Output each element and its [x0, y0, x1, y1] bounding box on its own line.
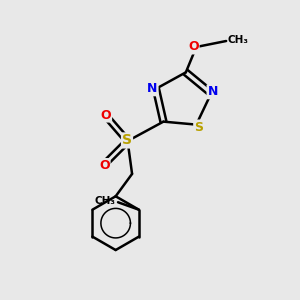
- Text: CH₃: CH₃: [228, 35, 249, 45]
- Text: O: O: [188, 40, 199, 53]
- Text: S: S: [194, 121, 203, 134]
- Text: CH₃: CH₃: [94, 196, 116, 206]
- Text: N: N: [208, 85, 218, 98]
- Text: S: S: [122, 134, 132, 147]
- Text: O: O: [99, 159, 110, 172]
- Text: O: O: [100, 109, 111, 122]
- Text: N: N: [147, 82, 158, 95]
